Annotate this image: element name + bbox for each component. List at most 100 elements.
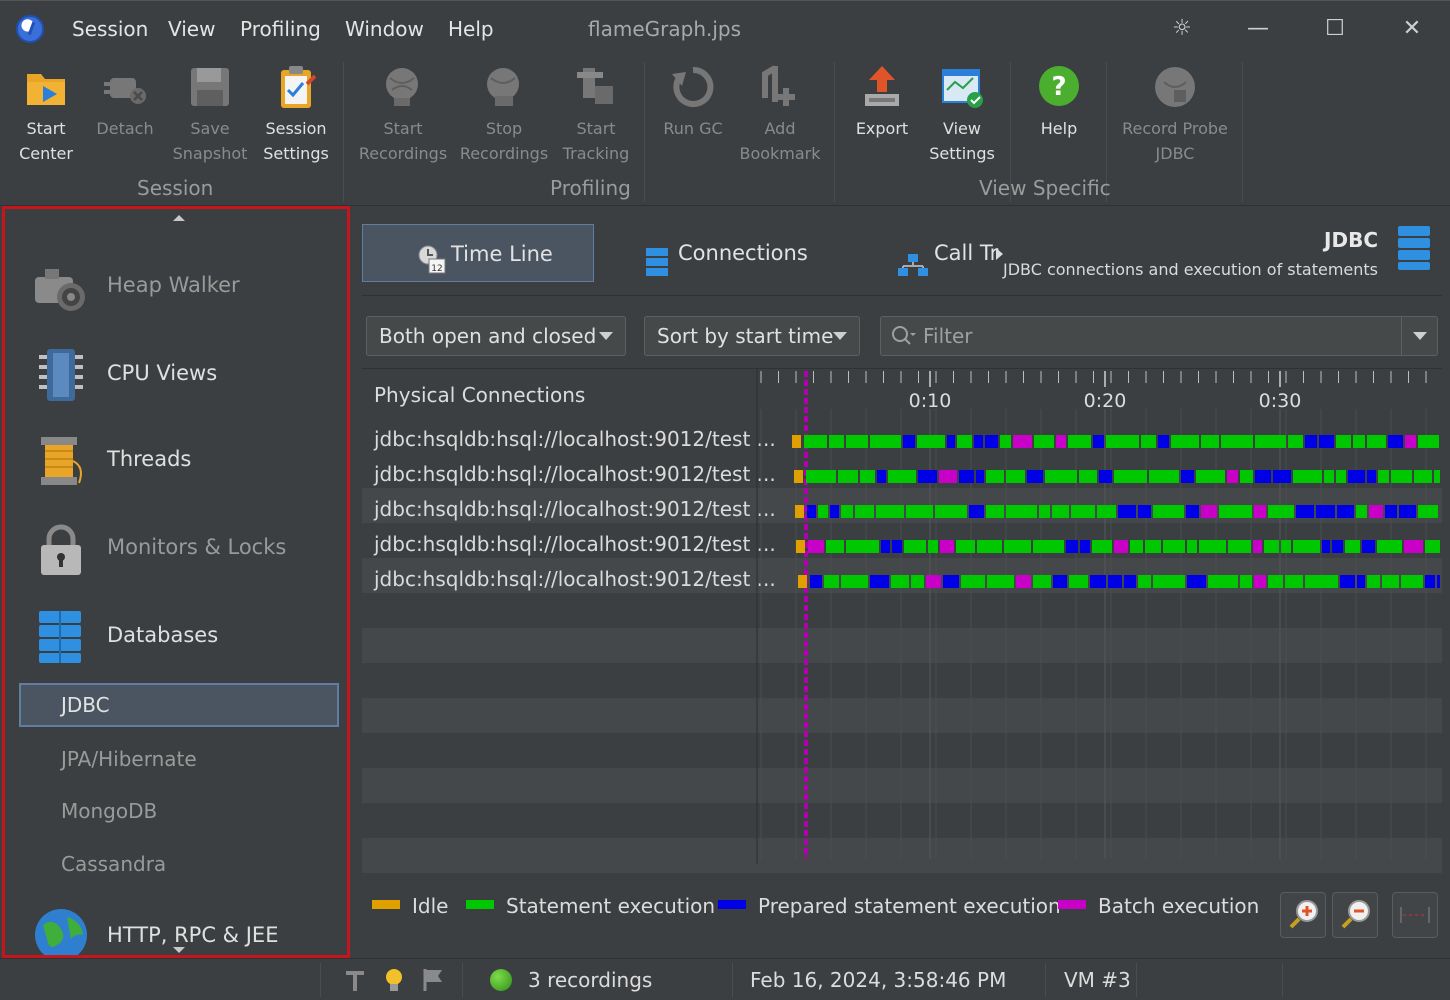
lightbulb-icon[interactable] — [384, 967, 404, 993]
filter-input[interactable]: Filter — [880, 316, 1438, 356]
legend-swatch-batch — [1058, 900, 1086, 909]
svg-text:?: ? — [1051, 72, 1066, 102]
window-title: flameGraph.jps — [588, 17, 742, 41]
sidebar-item-threads[interactable]: Threads — [29, 425, 339, 495]
scroll-up-icon[interactable] — [173, 215, 185, 221]
record-stop-icon — [481, 64, 527, 110]
timeline-bar-segment — [1227, 470, 1238, 483]
run-gc-button[interactable]: Run GC — [658, 64, 728, 141]
zoom-out-button[interactable] — [1332, 892, 1378, 938]
timeline-bar-segment — [1285, 575, 1303, 588]
timeline-bar-segment — [826, 540, 844, 553]
pin-icon[interactable] — [342, 967, 368, 993]
zoom-in-button[interactable] — [1280, 892, 1326, 938]
record-probe-jdbc-button[interactable]: Record Probe JDBC — [1118, 64, 1232, 166]
table-row[interactable]: jdbc:hsqldb:hsql://localhost:9012/test .… — [374, 462, 776, 486]
sidebar-item-cpu-views[interactable]: CPU Views — [29, 339, 339, 409]
timeline-bar-segment — [1153, 575, 1185, 588]
session-settings-button[interactable]: Session Settings — [260, 64, 332, 166]
sidebar-item-jpa-hibernate[interactable]: JPA/Hibernate — [61, 747, 197, 771]
legend-swatch-prepared — [718, 900, 746, 909]
flag-icon[interactable] — [422, 967, 444, 993]
timeline-bar-segment — [1097, 505, 1116, 518]
sidebar-item-jdbc[interactable]: JDBC — [19, 683, 339, 727]
timeline-bar-segment — [1052, 505, 1069, 518]
sidebar-item-http-rpc-jee[interactable]: HTTP, RPC & JEE — [29, 895, 339, 955]
timeline-tick-label: 0:10 — [909, 390, 952, 412]
timeline-bar-segment — [969, 505, 984, 518]
sidebar-item-monitors-locks[interactable]: Monitors & Locks — [29, 513, 339, 583]
timeline-bar-segment — [1324, 470, 1334, 483]
timeline-bar-segment — [1034, 435, 1054, 448]
timeline-bar-segment — [1201, 435, 1219, 448]
stop-recordings-button[interactable]: Stop Recordings — [459, 64, 549, 166]
timeline-bar-segment — [1377, 540, 1402, 553]
start-tracking-button[interactable]: Start Tracking — [560, 64, 632, 166]
timeline-bar-segment — [986, 505, 1004, 518]
timeline-bar-segment — [1369, 505, 1383, 518]
timeline-bar-segment — [1345, 540, 1360, 553]
timeline-bar-segment — [1069, 575, 1088, 588]
folder-play-icon — [23, 64, 69, 110]
start-center-button[interactable]: Start Center — [14, 64, 78, 166]
call-tree-icon — [898, 242, 928, 276]
connections-timeline-table: Physical Connections jdbc:hsqldb:hsql://… — [362, 368, 1442, 873]
start-recordings-button[interactable]: Start Recordings — [358, 64, 448, 166]
timeline-bar-segment — [1149, 470, 1179, 483]
timeline-bar-segment — [1196, 470, 1225, 483]
timeline-bar-idle — [792, 435, 801, 448]
table-row[interactable]: jdbc:hsqldb:hsql://localhost:9012/test .… — [374, 567, 776, 591]
add-bookmark-button[interactable]: Add Bookmark — [738, 64, 822, 166]
theme-toggle-icon[interactable]: ☼ — [1172, 16, 1192, 41]
timeline-bar-segment — [987, 575, 1014, 588]
view-settings-button[interactable]: View Settings — [926, 64, 998, 166]
menu-profiling[interactable]: Profiling — [240, 17, 321, 41]
timeline-calendar-icon: 12 — [417, 239, 447, 274]
timeline-bar-segment — [810, 575, 822, 588]
timeline-bar-segment — [1337, 505, 1354, 518]
probe-record-icon — [1152, 64, 1198, 110]
recording-status-icon — [490, 969, 512, 991]
table-row[interactable]: jdbc:hsqldb:hsql://localhost:9012/test .… — [374, 532, 776, 556]
group-separator — [1242, 62, 1243, 202]
timeline-bar-segment — [855, 505, 874, 518]
scroll-down-icon[interactable] — [173, 947, 185, 953]
tab-time-line[interactable]: 12 Time Line — [362, 224, 594, 282]
menu-help[interactable]: Help — [448, 17, 494, 41]
menu-window[interactable]: Window — [345, 17, 424, 41]
menu-session[interactable]: Session — [72, 17, 149, 41]
chevron-right-icon[interactable] — [996, 248, 1003, 260]
timeline-bar-segment — [1000, 435, 1011, 448]
minimize-button[interactable]: — — [1247, 16, 1269, 41]
export-button[interactable]: Export — [852, 64, 912, 141]
sidebar-item-cassandra[interactable]: Cassandra — [61, 852, 167, 876]
sort-order-select[interactable]: Sort by start time — [644, 316, 860, 356]
sidebar-item-databases[interactable]: Databases — [29, 601, 339, 671]
record-start-icon — [380, 64, 426, 110]
timeline-bar-segment — [1090, 575, 1106, 588]
sidebar-item-mongodb[interactable]: MongoDB — [61, 799, 158, 823]
filter-history-dropdown[interactable] — [1401, 317, 1437, 355]
timeline-chart[interactable]: 0:10 0:20 0:30 — [362, 369, 1442, 864]
save-snapshot-button[interactable]: Save Snapshot — [170, 64, 250, 166]
sidebar-item-heap-walker[interactable]: Heap Walker — [29, 251, 339, 321]
tab-call-tree[interactable]: Call Tr — [898, 224, 1018, 282]
tab-connections[interactable]: Connections — [646, 224, 846, 282]
detach-button[interactable]: Detach — [92, 64, 158, 141]
table-row[interactable]: jdbc:hsqldb:hsql://localhost:9012/test .… — [374, 427, 776, 451]
timeline-bar-segment — [838, 470, 858, 483]
timeline-bar-segment — [1254, 575, 1266, 588]
database-icon — [1398, 226, 1430, 270]
timeline-bar-segment — [1353, 435, 1365, 448]
menu-view[interactable]: View — [168, 17, 216, 41]
connection-state-select[interactable]: Both open and closed — [366, 316, 626, 356]
fit-to-window-button[interactable] — [1392, 892, 1438, 938]
timeline-bar-segment — [824, 575, 839, 588]
timeline-bar-segment — [1068, 435, 1091, 448]
close-button[interactable]: ✕ — [1402, 16, 1422, 41]
view-description: JDBC connections and execution of statem… — [1002, 260, 1378, 279]
table-row[interactable]: jdbc:hsqldb:hsql://localhost:9012/test .… — [374, 497, 776, 521]
help-button[interactable]: ? Help — [1030, 64, 1088, 141]
timeline-bar-segment — [986, 470, 1004, 483]
maximize-button[interactable]: ☐ — [1325, 16, 1345, 41]
